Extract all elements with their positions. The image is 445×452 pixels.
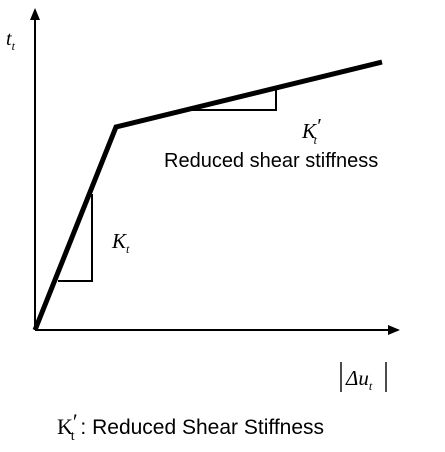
initial-slope-triangle (58, 194, 93, 282)
initial-stiffness-subscript: t (126, 242, 130, 256)
reduced-slope-triangle (185, 87, 277, 111)
y-axis-label: tt (6, 28, 16, 53)
x-axis-subscript: t (369, 379, 373, 393)
reduced-stiffness-symbol: K (301, 119, 317, 143)
x-axis-label: Δut (345, 366, 373, 393)
caption-prime: ′ (73, 409, 78, 434)
x-axis-symbol: Δu (345, 366, 369, 390)
reduced-stiffness-prime: ′ (316, 114, 321, 138)
caption: K′ t : Reduced Shear Stiffness (57, 409, 324, 444)
reduced-stiffness-subscript: t (314, 133, 318, 147)
caption-subscript: t (71, 429, 75, 444)
initial-stiffness-label: Kt (111, 229, 130, 256)
reduced-stiffness-label: K′ t (301, 114, 321, 147)
y-axis-symbol: t (6, 28, 12, 50)
y-axis-subscript: t (12, 39, 16, 53)
bilinear-curve (32, 59, 383, 331)
caption-text: : Reduced Shear Stiffness (75, 416, 324, 439)
initial-stiffness-symbol: K (111, 229, 127, 253)
caption-symbol: K (57, 414, 73, 439)
reduced-stiffness-description: Reduced shear stiffness (164, 150, 378, 172)
